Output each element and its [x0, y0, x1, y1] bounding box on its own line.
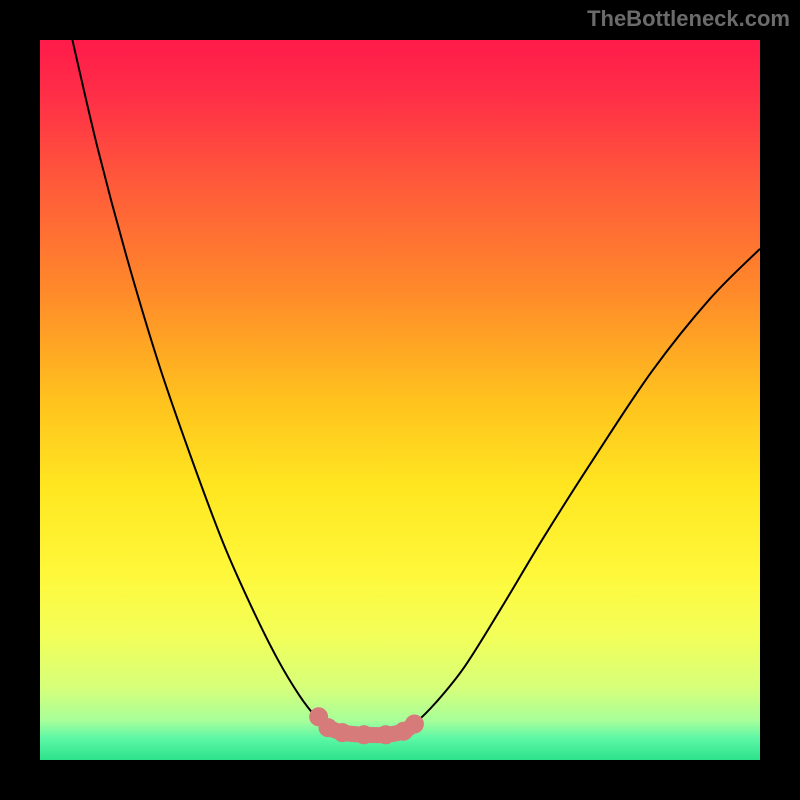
curve-marker — [333, 724, 351, 742]
curve-marker — [405, 715, 423, 733]
watermark-text: TheBottleneck.com — [587, 6, 790, 32]
curve-marker — [377, 726, 395, 744]
chart-container: TheBottleneck.com — [0, 0, 800, 800]
bottleneck-curve-chart — [0, 0, 800, 800]
curve-marker — [355, 726, 373, 744]
plot-area — [40, 40, 760, 760]
